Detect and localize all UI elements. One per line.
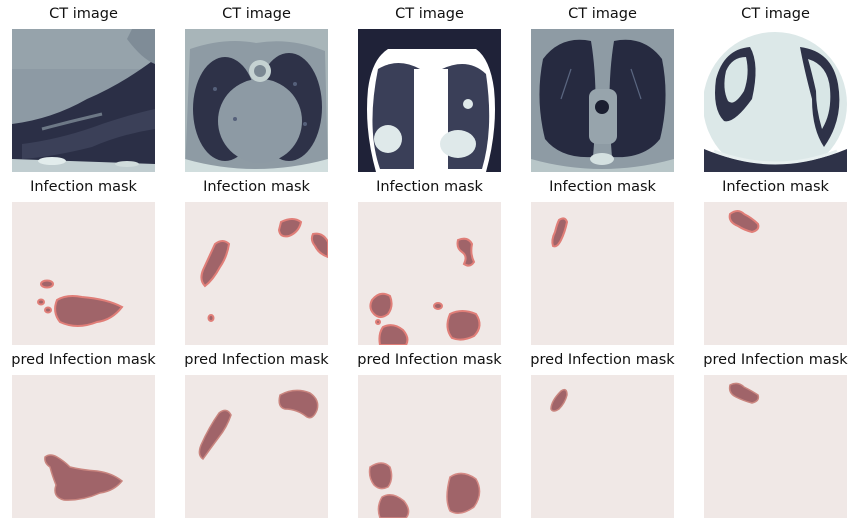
panel-title: CT image bbox=[741, 6, 810, 22]
ct-image-3 bbox=[358, 29, 501, 172]
panel-title: Infection mask bbox=[30, 179, 137, 195]
pred-infection-mask-1 bbox=[12, 375, 155, 518]
panel-title: pred Infection mask bbox=[357, 352, 502, 368]
infection-mask-3 bbox=[358, 202, 501, 345]
panel-title: pred Infection mask bbox=[184, 352, 329, 368]
infection-mask-1 bbox=[12, 202, 155, 345]
ct-image-1 bbox=[12, 29, 155, 172]
panel-title: CT image bbox=[222, 6, 291, 22]
infection-mask-5 bbox=[704, 202, 847, 345]
pred-infection-mask-2 bbox=[185, 375, 328, 518]
ct-image-5 bbox=[704, 29, 847, 172]
panel-title: CT image bbox=[395, 6, 464, 22]
pred-infection-mask-3 bbox=[358, 375, 501, 518]
panel-title: Infection mask bbox=[203, 179, 310, 195]
infection-mask-4 bbox=[531, 202, 674, 345]
pred-infection-mask-4 bbox=[531, 375, 674, 518]
infection-mask-2 bbox=[185, 202, 328, 345]
panel-title: Infection mask bbox=[549, 179, 656, 195]
panel-title: CT image bbox=[568, 6, 637, 22]
panel-title: pred Infection mask bbox=[703, 352, 848, 368]
panel-title: pred Infection mask bbox=[11, 352, 156, 368]
pred-infection-mask-5 bbox=[704, 375, 847, 518]
panel-title: Infection mask bbox=[722, 179, 829, 195]
panel-title: CT image bbox=[49, 6, 118, 22]
ct-image-4 bbox=[531, 29, 674, 172]
panel-title: pred Infection mask bbox=[530, 352, 675, 368]
ct-image-2 bbox=[185, 29, 328, 172]
panel-title: Infection mask bbox=[376, 179, 483, 195]
